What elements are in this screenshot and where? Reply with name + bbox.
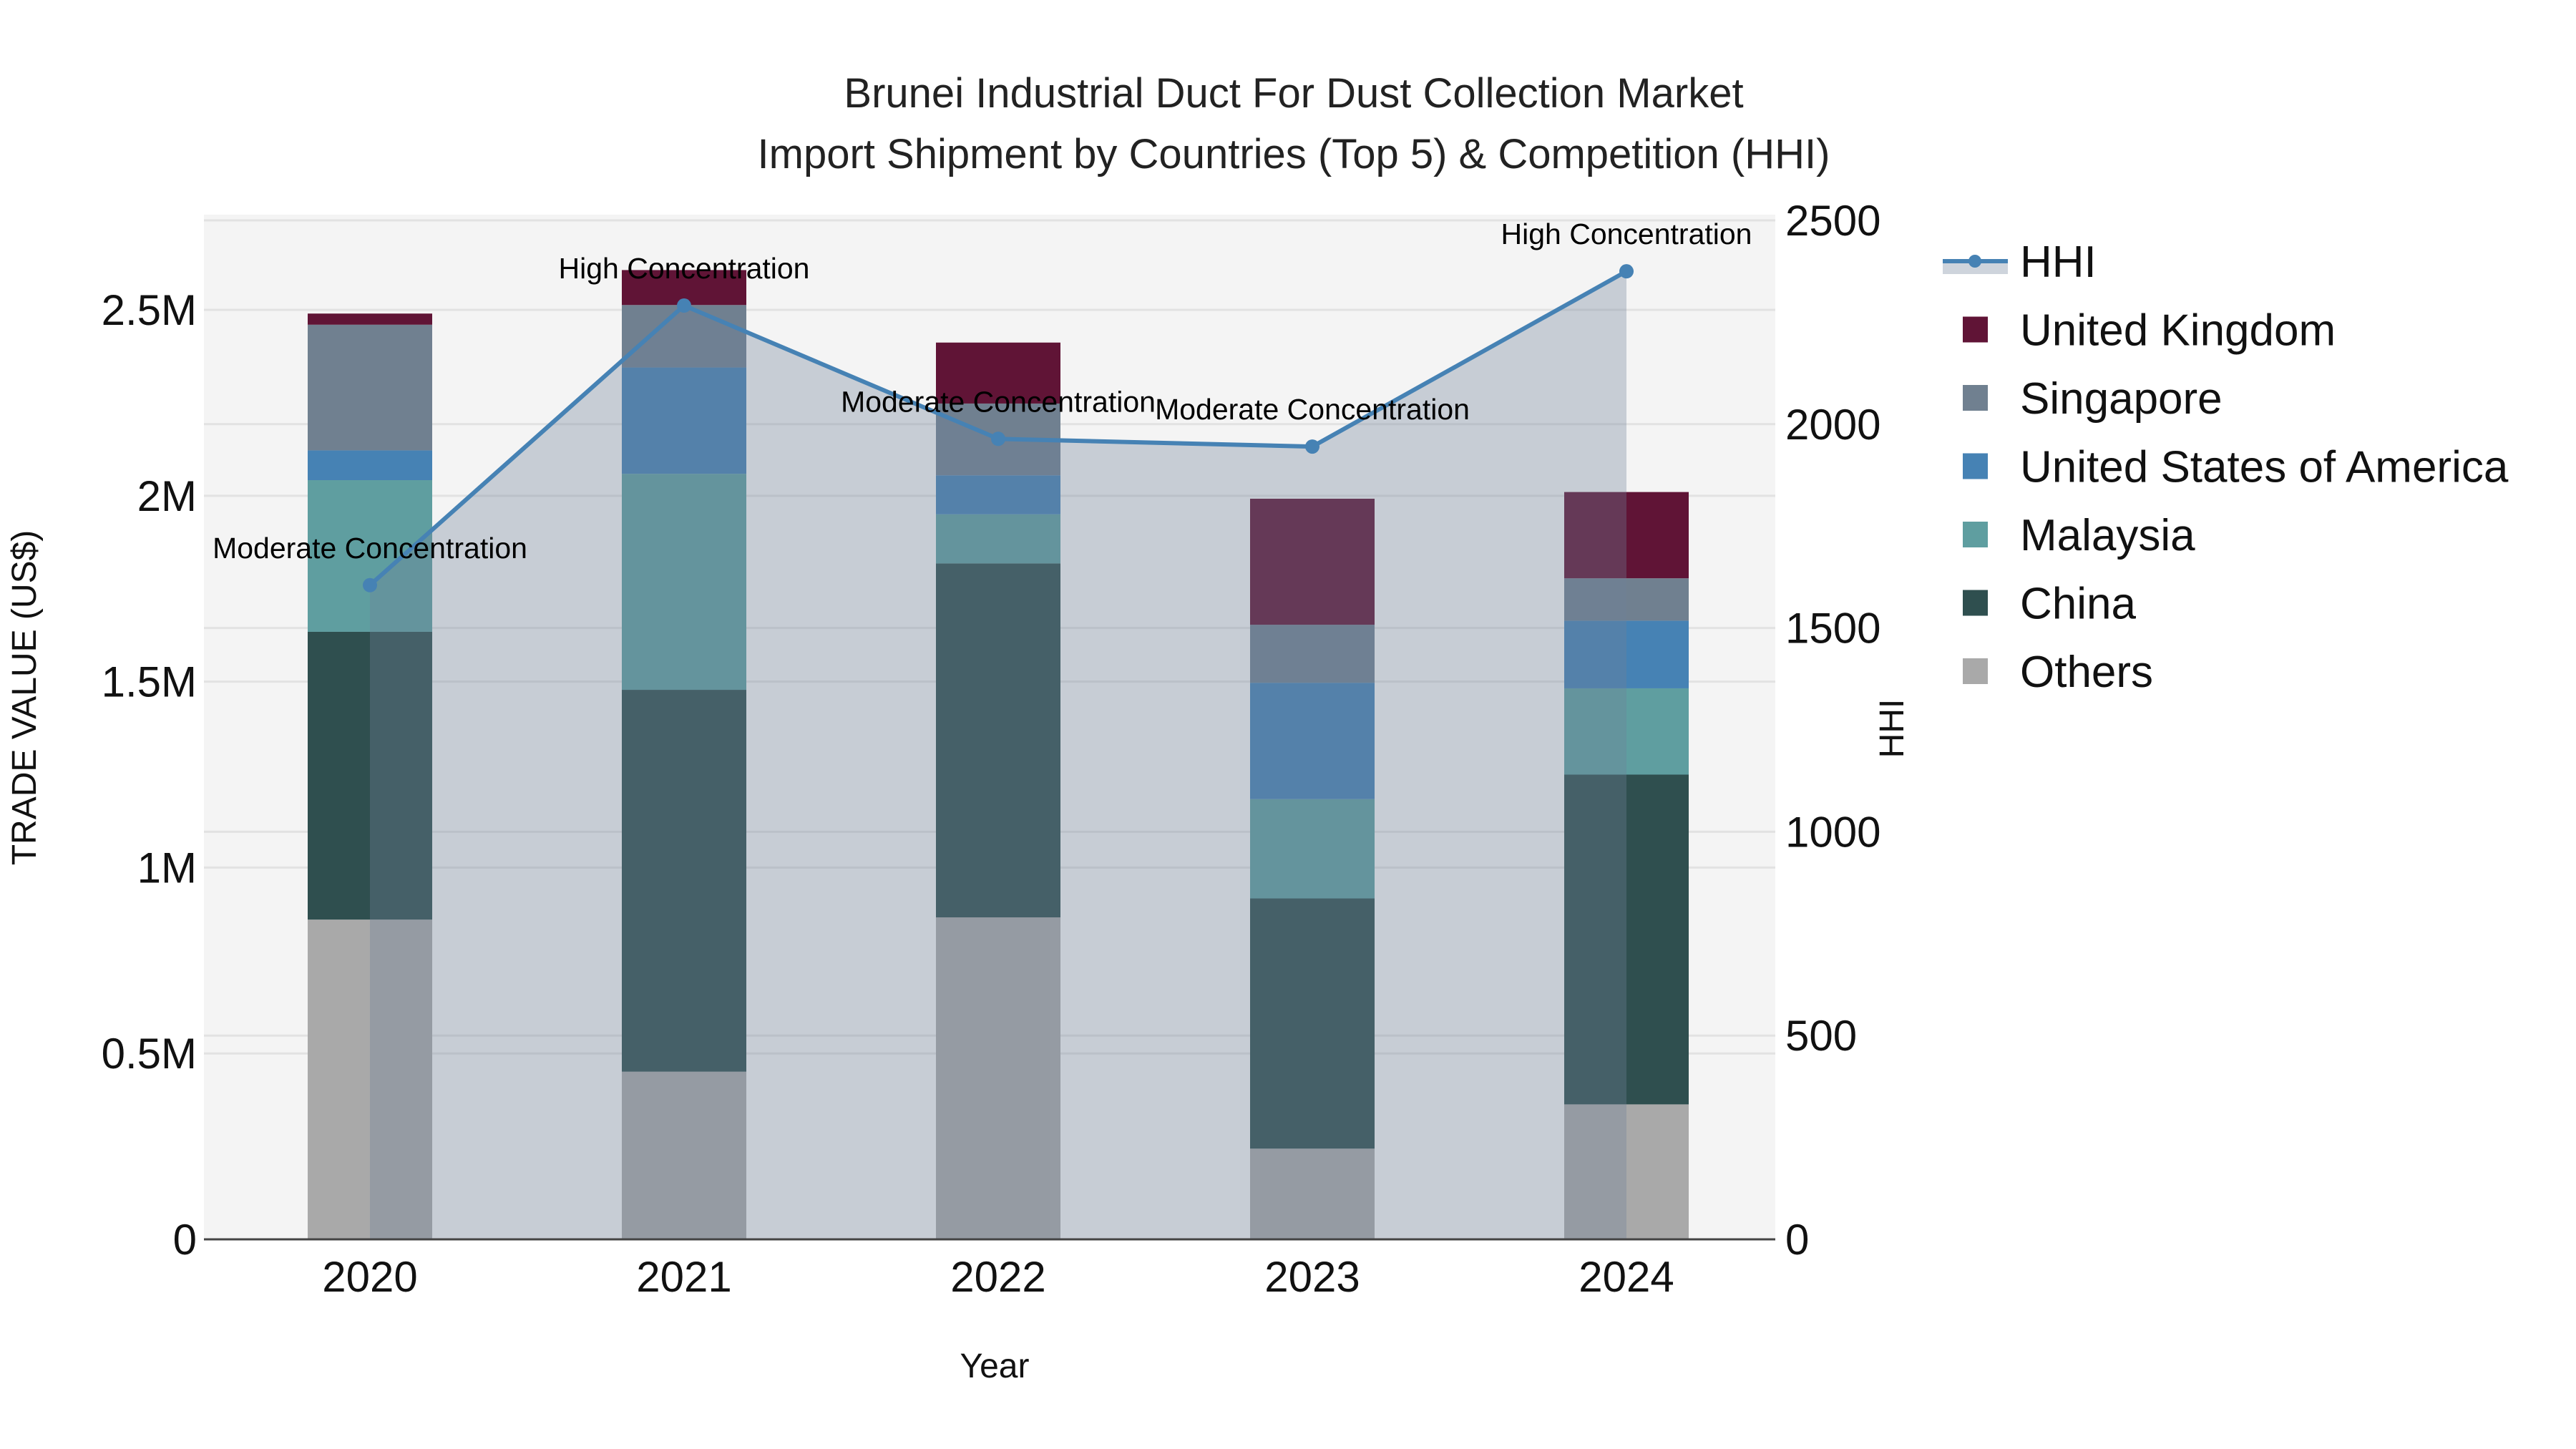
hhi-area-fill <box>370 271 1626 1240</box>
bar-segment-malaysia <box>622 474 746 691</box>
x-tick-label: 2022 <box>950 1253 1045 1301</box>
y2-axis-title: HHI <box>1873 699 1911 758</box>
hhi-annotation: Moderate Concentration <box>213 532 527 565</box>
x-axis-title: Year <box>960 1347 1030 1385</box>
bar-segment-china <box>308 631 432 920</box>
bar-segment-united-states-of-america <box>1564 620 1689 688</box>
chart-title: Brunei Industrial Duct For Dust Collecti… <box>844 70 1743 117</box>
bar-segment-china <box>936 563 1060 918</box>
hhi-line <box>363 264 1634 592</box>
bar-segment-singapore <box>1564 578 1689 621</box>
bar-segment-malaysia <box>936 514 1060 564</box>
legend-square-icon <box>1963 385 1988 411</box>
y2-tick-label: 500 <box>1785 1012 1857 1060</box>
legend-label: Malaysia <box>2020 511 2195 560</box>
legend-item-united-kingdom[interactable]: United Kingdom <box>1963 306 2336 356</box>
legend-item-hhi[interactable]: HHI <box>1943 238 2097 287</box>
bar-segment-united-states-of-america <box>1250 683 1375 799</box>
hhi-area <box>370 271 1626 1240</box>
y2-tick-label: 2500 <box>1785 197 1880 245</box>
bar-segment-united-states-of-america <box>308 450 432 480</box>
bar-segment-singapore <box>622 305 746 368</box>
hhi-marker <box>991 431 1005 447</box>
legend-item-united-states-of-america[interactable]: United States of America <box>1963 443 2509 492</box>
legend-area-swatch <box>1943 261 2008 274</box>
hhi-annotation: High Concentration <box>559 252 810 285</box>
legend-label: China <box>2020 580 2137 629</box>
stacked-bars <box>308 270 1689 1239</box>
legend-label: Others <box>2020 648 2153 697</box>
legend-square-icon <box>1963 590 1988 616</box>
hhi-marker <box>1305 439 1319 454</box>
legend-square-icon <box>1963 522 1988 547</box>
bar-segment-singapore <box>1250 625 1375 683</box>
bar-segment-singapore <box>308 324 432 451</box>
bar-segment-united-states-of-america <box>936 475 1060 514</box>
hhi-annotation: Moderate Concentration <box>841 385 1156 418</box>
bar-segment-others <box>622 1071 746 1239</box>
hhi-marker <box>363 577 377 592</box>
legend-item-others[interactable]: Others <box>1963 648 2153 697</box>
legend-item-malaysia[interactable]: Malaysia <box>1963 511 2195 560</box>
bar-segment-others <box>1250 1148 1375 1239</box>
x-tick-label: 2021 <box>636 1253 731 1301</box>
chart-subtitle: Import Shipment by Countries (Top 5) & C… <box>758 131 1830 177</box>
bar-segment-united-kingdom <box>1564 492 1689 579</box>
legend-item-china[interactable]: China <box>1963 580 2137 629</box>
y-axis-title: TRADE VALUE (US$) <box>6 530 44 866</box>
bar-segment-others <box>936 917 1060 1239</box>
legend-square-icon <box>1963 316 1988 343</box>
bar-segment-united-kingdom <box>1250 498 1375 625</box>
bar-segment-china <box>1250 898 1375 1149</box>
y2-tick-label: 1000 <box>1785 808 1880 856</box>
bar-segment-others <box>1564 1104 1689 1239</box>
y2-axis-ticks: 0 500 1000 1500 2000 2500 <box>1785 197 1880 1264</box>
legend-square-icon <box>1963 453 1988 479</box>
legend-label: United States of America <box>2020 443 2509 492</box>
x-axis-ticks: 2020 2021 2022 2023 2024 <box>322 1253 1674 1301</box>
y-tick-label: 0 <box>173 1216 197 1264</box>
y-tick-label: 1M <box>137 844 197 892</box>
legend-label: United Kingdom <box>2020 306 2336 356</box>
bar-segment-others <box>308 919 432 1239</box>
y-axis-ticks: 0 0.5M 1M 1.5M 2M 2.5M <box>102 286 197 1264</box>
y2-tick-label: 0 <box>1785 1216 1809 1264</box>
x-tick-label: 2023 <box>1264 1253 1360 1301</box>
legend: HHI United Kingdom Singapore United States … <box>1943 238 2509 697</box>
hhi-marker <box>677 298 691 313</box>
bar-segment-malaysia <box>1564 688 1689 775</box>
hhi-annotation: Moderate Concentration <box>1155 393 1470 426</box>
bar-segment-china <box>622 690 746 1072</box>
bar-segment-united-kingdom <box>936 342 1060 404</box>
hhi-marker <box>1619 264 1634 279</box>
y-tick-label: 1.5M <box>102 658 197 706</box>
y-tick-label: 0.5M <box>102 1030 197 1078</box>
x-tick-label: 2024 <box>1579 1253 1674 1301</box>
legend-label: HHI <box>2020 238 2097 287</box>
legend-marker-icon <box>1968 255 1981 268</box>
y2-tick-label: 1500 <box>1785 605 1880 653</box>
y-tick-label: 2.5M <box>102 286 197 334</box>
bar-segment-china <box>1564 774 1689 1105</box>
bar-segment-united-states-of-america <box>622 367 746 474</box>
bar-segment-malaysia <box>1250 799 1375 899</box>
y2-tick-label: 2000 <box>1785 401 1880 449</box>
bar-segment-united-kingdom <box>308 313 432 325</box>
x-tick-label: 2020 <box>322 1253 417 1301</box>
legend-square-icon <box>1963 658 1988 684</box>
legend-item-singapore[interactable]: Singapore <box>1963 374 2223 424</box>
hhi-annotation: High Concentration <box>1501 218 1752 250</box>
bar-segment-malaysia <box>308 479 432 632</box>
y-tick-label: 2M <box>137 472 197 520</box>
hhi-annotations: Moderate Concentration High Concentration… <box>213 218 1752 565</box>
legend-label: Singapore <box>2020 374 2223 424</box>
